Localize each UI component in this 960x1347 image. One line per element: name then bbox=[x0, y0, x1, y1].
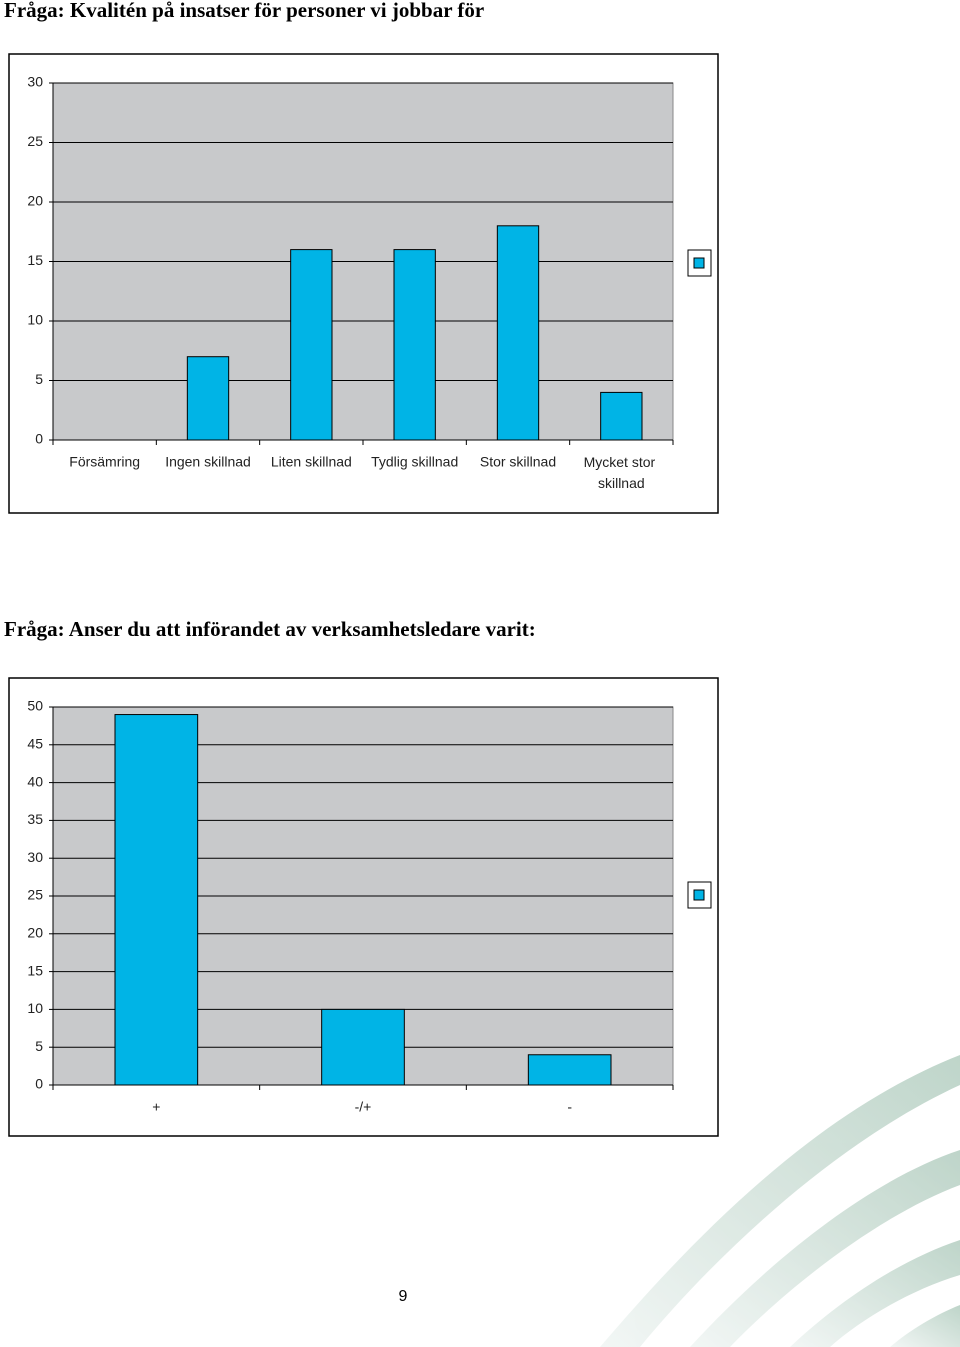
bar bbox=[527, 1054, 612, 1086]
legend-marker bbox=[693, 257, 705, 269]
y-tick-label: 15 bbox=[27, 962, 43, 978]
y-tick-label: 50 bbox=[27, 698, 43, 714]
page-number: 9 bbox=[399, 1288, 408, 1305]
y-tick-label: 20 bbox=[27, 193, 43, 209]
x-tick-label: Stor skillnad bbox=[480, 454, 556, 470]
bar bbox=[496, 225, 540, 441]
x-tick-label: Mycket stor skillnad bbox=[584, 454, 659, 491]
x-tick-label: Försämring bbox=[69, 454, 140, 470]
y-tick-label: 10 bbox=[27, 312, 43, 328]
y-tick-label: 10 bbox=[27, 1000, 43, 1016]
y-tick-label: 25 bbox=[27, 887, 43, 903]
background-decoration bbox=[600, 1055, 960, 1347]
x-tick-label: Ingen skillnad bbox=[165, 454, 251, 470]
bar bbox=[114, 714, 199, 1086]
y-tick-label: 15 bbox=[27, 252, 43, 268]
y-tick-label: 45 bbox=[27, 736, 43, 752]
legend-marker bbox=[693, 889, 705, 901]
chart: Fråga: Kvalitén på insatser för personer… bbox=[4, 0, 719, 514]
y-tick-label: 5 bbox=[35, 371, 43, 387]
x-tick-label: Liten skillnad bbox=[271, 454, 352, 470]
y-tick-label: 35 bbox=[27, 811, 43, 827]
y-tick-label: 0 bbox=[35, 1076, 43, 1092]
y-tick-label: 0 bbox=[35, 431, 43, 447]
bar bbox=[290, 249, 333, 441]
bar bbox=[600, 391, 643, 441]
x-tick-label: -/+ bbox=[355, 1099, 372, 1115]
bar bbox=[393, 249, 436, 441]
y-tick-label: 5 bbox=[35, 1038, 43, 1054]
y-tick-label: 40 bbox=[27, 773, 43, 789]
y-tick-label: 30 bbox=[27, 849, 43, 865]
y-tick-label: 30 bbox=[27, 74, 43, 90]
y-tick-label: 20 bbox=[27, 925, 43, 941]
chart-title: Fråga: Kvalitén på insatser för personer… bbox=[4, 0, 484, 22]
y-tick-label: 25 bbox=[27, 133, 43, 149]
bar bbox=[186, 356, 230, 441]
x-tick-label: Tydlig skillnad bbox=[371, 454, 458, 470]
x-tick-label: - bbox=[567, 1099, 572, 1115]
chart: Fråga: Anser du att införandet av verksa… bbox=[4, 617, 719, 1137]
bar bbox=[321, 1008, 405, 1086]
chart-title: Fråga: Anser du att införandet av verksa… bbox=[4, 617, 536, 641]
x-tick-label: + bbox=[152, 1099, 160, 1115]
